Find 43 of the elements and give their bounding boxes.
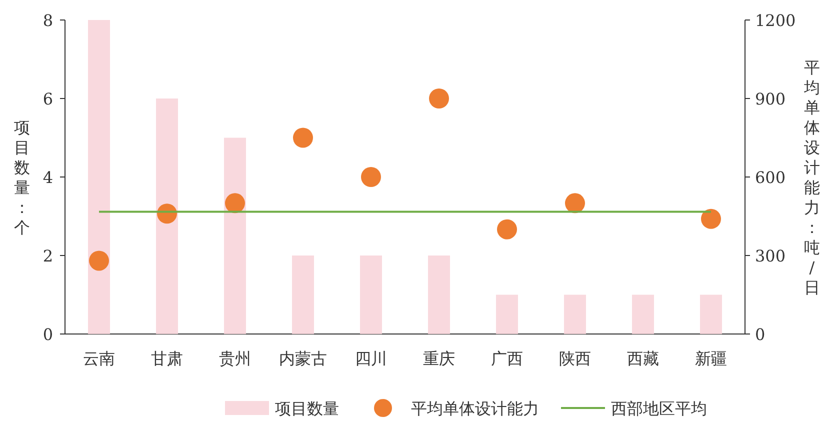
y-tick-label: 6 <box>42 90 53 108</box>
bar <box>156 98 178 334</box>
bar <box>360 256 382 334</box>
x-tick-label: 新疆 <box>695 349 727 368</box>
legend-label: 西部地区平均 <box>611 399 707 418</box>
y2-tick-label: 600 <box>755 168 786 187</box>
y2-tick-label: 300 <box>755 246 786 266</box>
axis-title: 平均单体设计能力：吨/日 <box>804 58 820 297</box>
point <box>701 208 721 229</box>
legend-label: 项目数量 <box>275 399 339 418</box>
point <box>565 193 585 214</box>
x-tick-label: 甘肃 <box>151 349 183 368</box>
axis-title: 项目数量：个 <box>14 118 30 237</box>
y2-tick-label: 1200 <box>755 11 796 30</box>
point <box>225 193 245 214</box>
x-tick-label: 西藏 <box>627 349 659 368</box>
bar <box>292 256 314 334</box>
legend-label: 平均单体设计能力 <box>411 399 539 418</box>
x-tick-label: 陕西 <box>559 349 591 368</box>
y-tick-label: 2 <box>42 246 53 266</box>
x-tick-label: 贵州 <box>219 349 251 368</box>
point <box>89 250 109 271</box>
y-tick-label: 8 <box>42 11 53 30</box>
bar <box>224 138 246 334</box>
x-tick-label: 广西 <box>491 349 523 368</box>
x-tick-label: 四川 <box>355 349 387 368</box>
bar <box>564 294 586 334</box>
point <box>293 128 313 148</box>
y-tick-label: 4 <box>42 168 53 187</box>
x-tick-label: 内蒙古 <box>279 349 327 368</box>
bar <box>700 294 722 334</box>
y-tick-label: 0 <box>42 325 53 344</box>
bar <box>632 294 654 334</box>
bar <box>88 20 110 334</box>
bar <box>496 294 518 334</box>
point <box>497 219 517 240</box>
point <box>429 88 449 108</box>
y2-tick-label: 900 <box>755 90 786 108</box>
y2-tick-label: 0 <box>755 325 766 344</box>
bar <box>428 256 450 334</box>
x-tick-label: 云南 <box>83 349 115 368</box>
x-tick-label: 重庆 <box>423 349 455 368</box>
point <box>361 167 381 187</box>
